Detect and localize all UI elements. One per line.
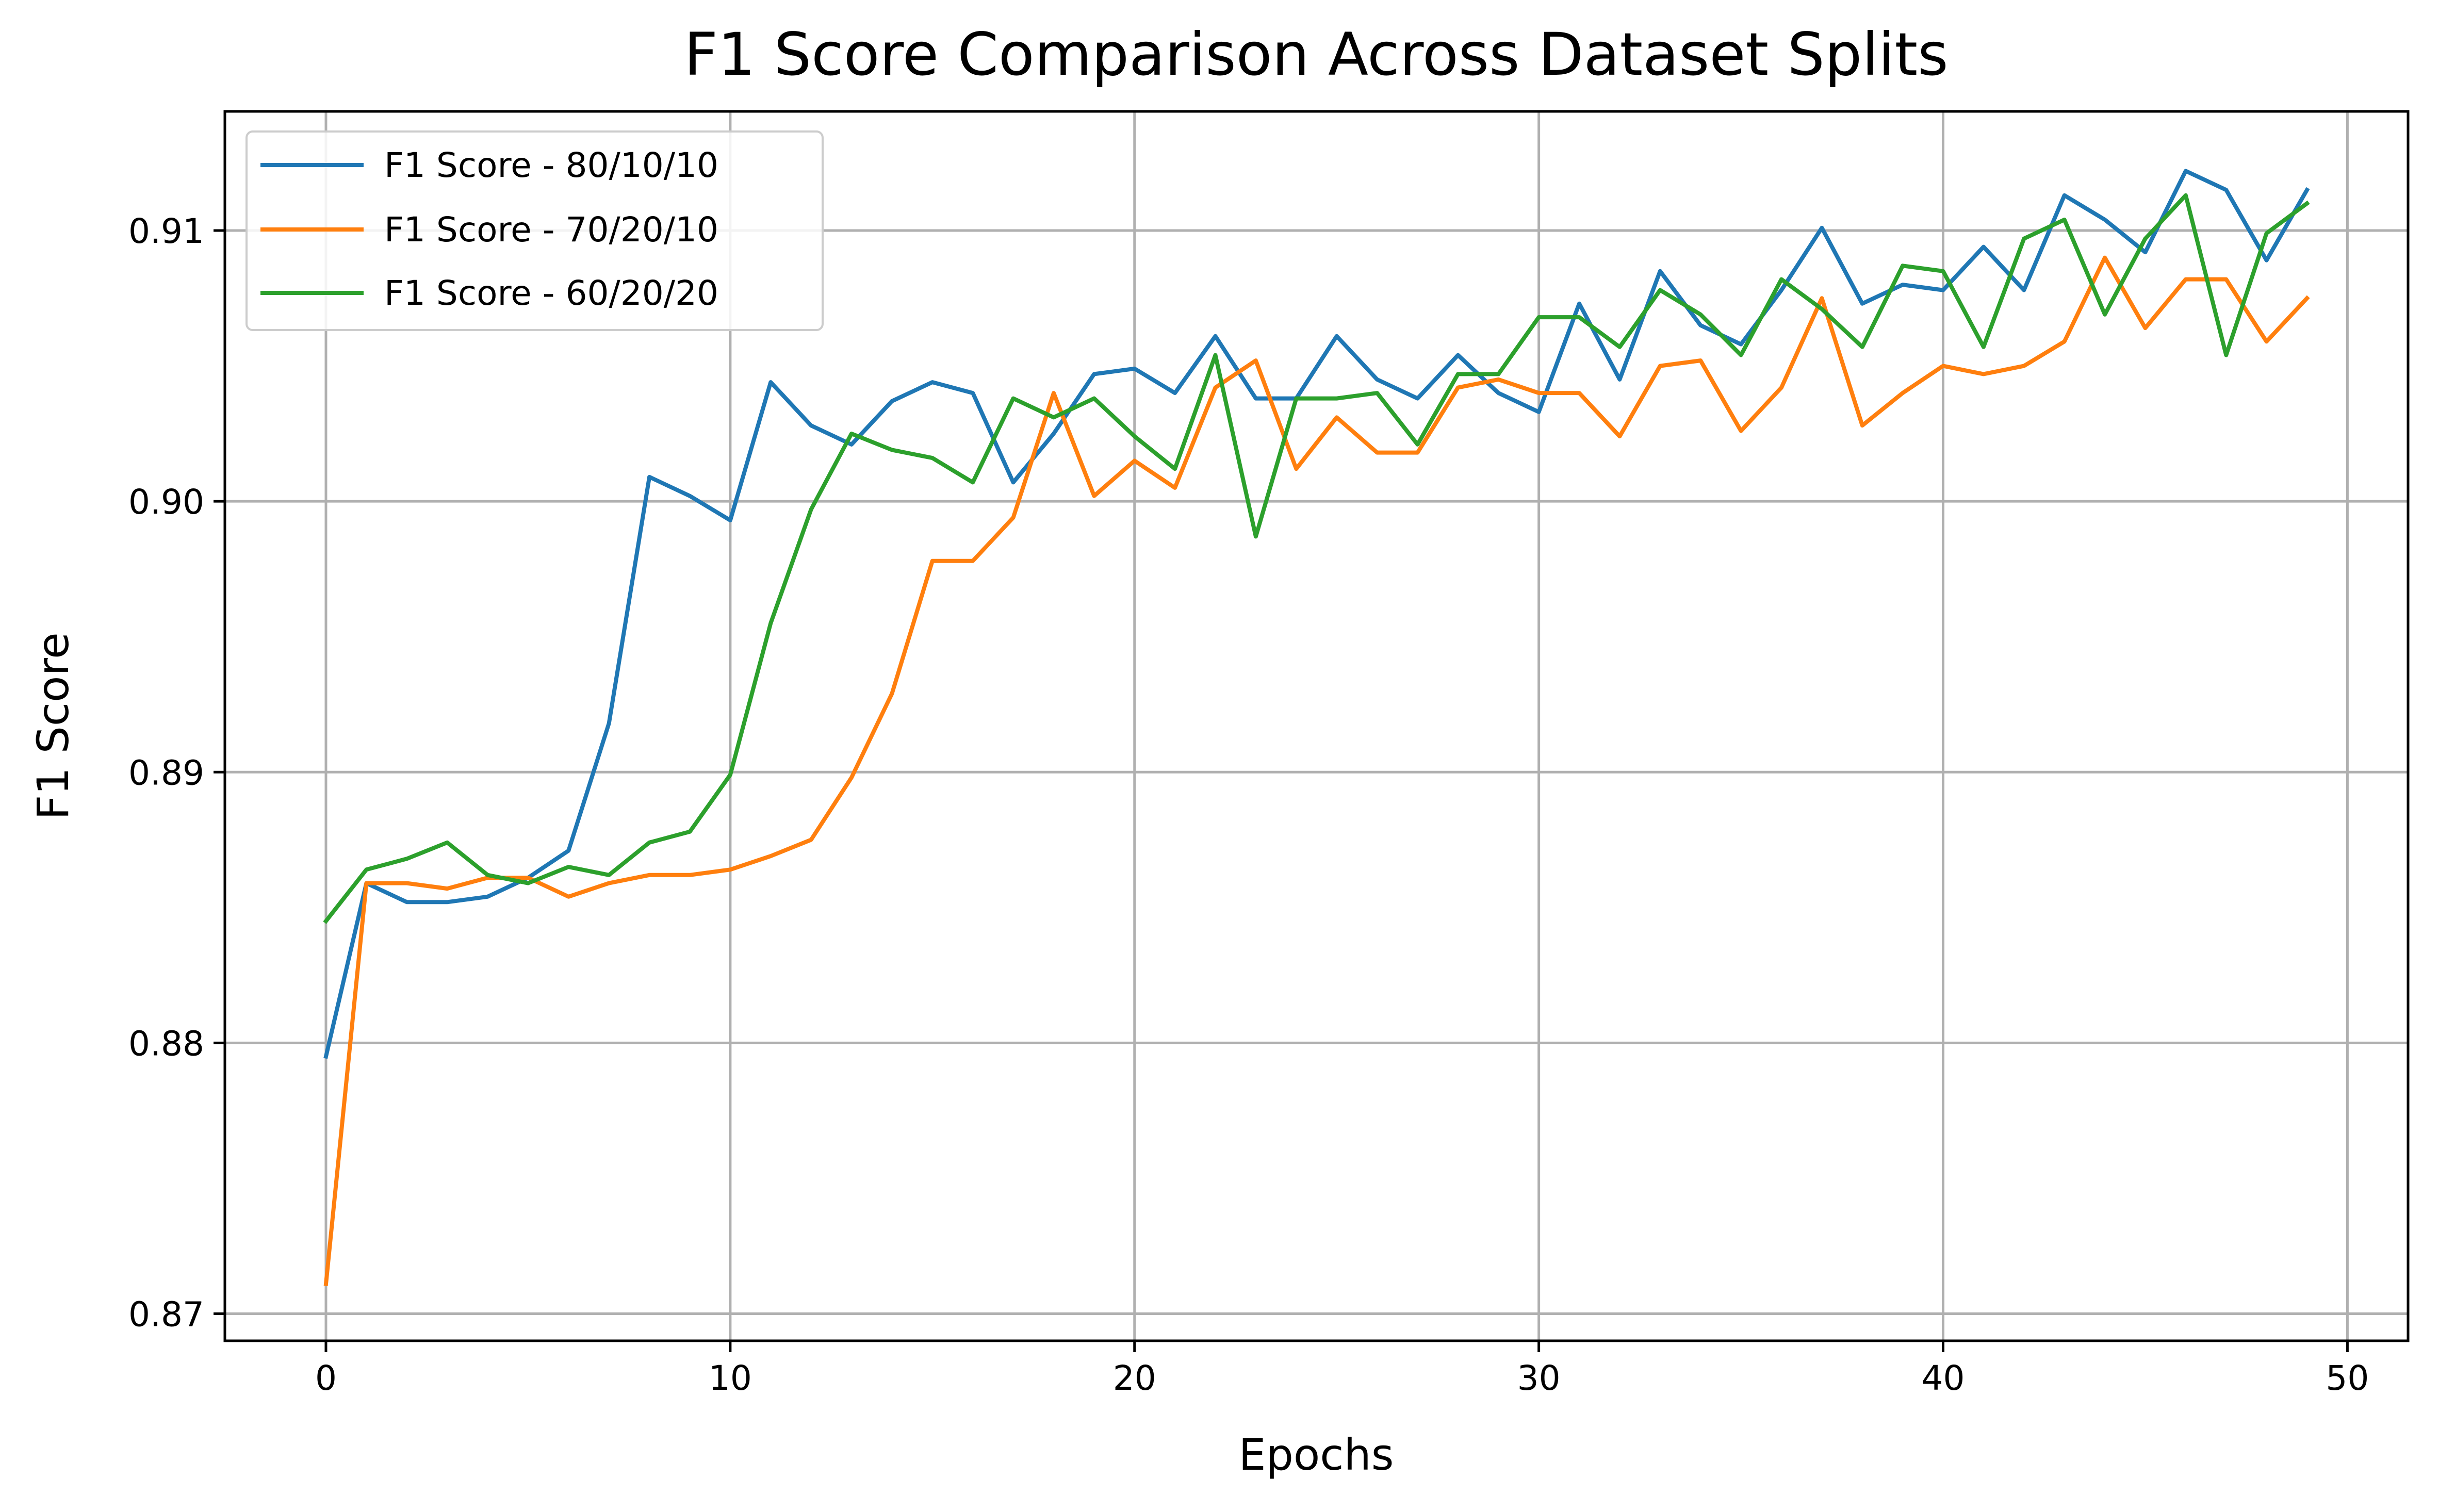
x-tick-label: 20 (1113, 1358, 1156, 1398)
legend: F1 Score - 80/10/10 F1 Score - 70/20/10 … (245, 130, 824, 331)
x-axis-label: Epochs (1239, 1429, 1394, 1480)
legend-box (245, 130, 824, 331)
plot-frame (223, 110, 2410, 1342)
legend-label-60-20-20: F1 Score - 60/20/20 (384, 273, 718, 313)
y-tick-label: 0.91 (128, 211, 204, 251)
y-tick-label: 0.88 (128, 1024, 204, 1063)
legend-entry-70-20-10: F1 Score - 70/20/10 (260, 210, 718, 250)
series-line-60-20-20 (323, 193, 2310, 924)
legend-entry-80-10-10: F1 Score - 80/10/10 (260, 145, 718, 185)
x-tick-label: 30 (1517, 1358, 1561, 1398)
x-tick-label: 10 (709, 1358, 752, 1398)
x-tick-label: 50 (2326, 1358, 2369, 1398)
series-line-70-20-10 (323, 255, 2310, 1287)
legend-entry-60-20-20: F1 Score - 60/20/20 (260, 273, 718, 313)
y-axis: 0.87 0.88 0.89 0.90 0.91 (128, 211, 225, 1334)
series-line-80-10-10 (323, 169, 2310, 1059)
y-tick-label: 0.90 (128, 482, 204, 522)
x-tick-label: 40 (1922, 1358, 1965, 1398)
chart-title: F1 Score Comparison Across Dataset Split… (684, 20, 1948, 89)
y-tick-label: 0.87 (128, 1294, 204, 1334)
x-tick-label: 0 (315, 1358, 337, 1398)
y-tick-label: 0.89 (128, 753, 204, 793)
legend-label-70-20-10: F1 Score - 70/20/10 (384, 210, 718, 250)
series-layer (323, 169, 2310, 1287)
y-axis-label: F1 Score (28, 632, 78, 820)
legend-label-80-10-10: F1 Score - 80/10/10 (384, 145, 718, 185)
x-axis: 0 10 20 30 40 50 (315, 1341, 2369, 1398)
